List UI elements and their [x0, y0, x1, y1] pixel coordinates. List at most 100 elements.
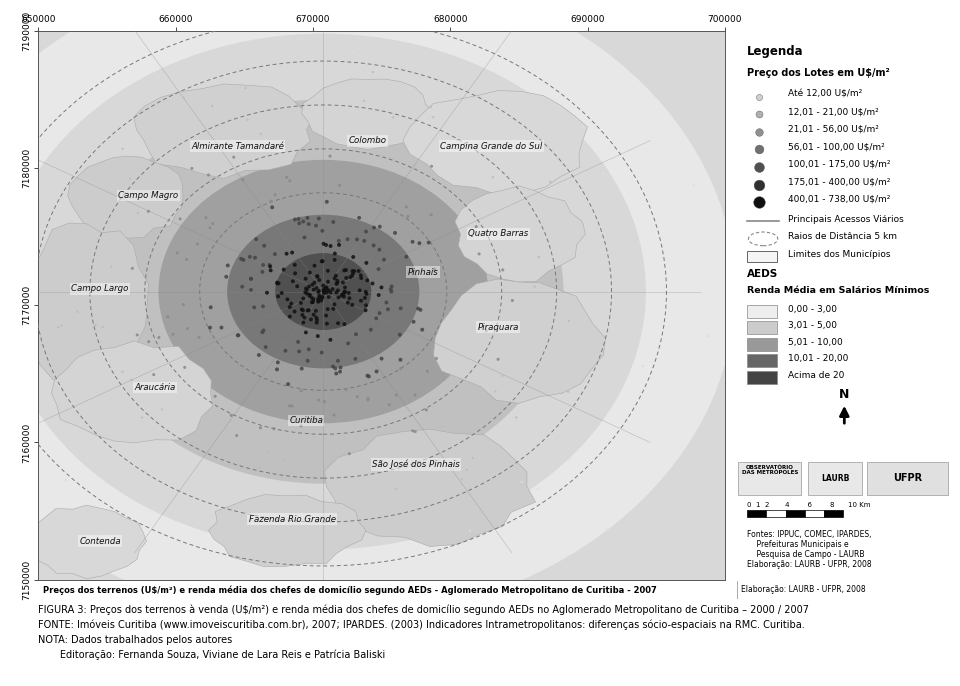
Point: [134, 412, 150, 423]
Point: [346, 268, 361, 279]
Point: [392, 329, 407, 340]
Point: [338, 384, 353, 395]
Point: [301, 219, 317, 230]
Point: [471, 248, 487, 259]
Point: [202, 66, 217, 77]
Point: [527, 281, 542, 292]
Point: [296, 317, 311, 328]
Point: [88, 320, 104, 331]
Point: [294, 363, 309, 374]
Point: [372, 136, 387, 147]
Polygon shape: [68, 156, 183, 238]
Text: Piraquara: Piraquara: [478, 322, 519, 332]
Point: [421, 237, 437, 248]
Text: 10,01 - 20,00: 10,01 - 20,00: [788, 354, 849, 363]
Point: [290, 281, 305, 292]
Point: [348, 329, 364, 340]
Text: Pesquisa de Campo - LAURB: Pesquisa de Campo - LAURB: [747, 550, 865, 559]
Point: [327, 273, 343, 284]
Point: [300, 213, 315, 224]
Point: [372, 307, 387, 318]
Point: [353, 270, 369, 281]
Polygon shape: [52, 341, 212, 443]
Text: Quatro Barras: Quatro Barras: [468, 229, 528, 239]
Point: [342, 293, 357, 304]
Point: [751, 109, 766, 120]
Point: [349, 391, 365, 402]
Point: [351, 213, 367, 224]
Point: [446, 460, 462, 471]
Bar: [824, 510, 843, 517]
Point: [299, 283, 314, 294]
Point: [356, 95, 372, 106]
Point: [301, 281, 317, 292]
Point: [505, 295, 520, 306]
Point: [252, 350, 267, 361]
Point: [255, 259, 271, 270]
Point: [287, 214, 302, 225]
Point: [311, 213, 326, 224]
Text: FIGURA 3: Preços dos terrenos à venda (U$/m²) e renda média dos chefes de domicí: FIGURA 3: Preços dos terrenos à venda (U…: [38, 604, 809, 615]
Point: [321, 276, 336, 287]
Text: N: N: [839, 388, 850, 401]
Point: [424, 161, 440, 172]
Point: [297, 232, 312, 243]
Point: [316, 238, 331, 249]
Point: [310, 296, 325, 307]
Polygon shape: [434, 279, 606, 403]
Text: Campo Largo: Campo Largo: [71, 284, 129, 294]
Text: Fazenda Rio Grande: Fazenda Rio Grande: [249, 514, 336, 524]
Point: [358, 286, 373, 297]
Point: [348, 353, 363, 364]
Point: [247, 302, 262, 313]
Point: [319, 283, 334, 294]
Point: [54, 320, 69, 331]
Text: 21,01 - 56,00 U$/m²: 21,01 - 56,00 U$/m²: [788, 125, 878, 134]
Point: [160, 311, 176, 322]
Point: [299, 327, 314, 338]
Point: [300, 305, 316, 316]
Point: [51, 322, 66, 333]
Point: [115, 366, 131, 377]
Point: [335, 277, 350, 288]
Point: [333, 362, 348, 373]
Point: [343, 272, 358, 283]
Point: [203, 322, 218, 333]
Point: [309, 314, 324, 325]
Point: [340, 234, 355, 245]
Point: [413, 305, 428, 316]
Point: [393, 363, 408, 374]
Point: [617, 342, 633, 353]
Point: [332, 180, 348, 191]
Text: 0  1  2       4        6        8      10 Km: 0 1 2 4 6 8 10 Km: [747, 502, 871, 508]
Point: [315, 256, 330, 267]
Text: Raios de Distância 5 km: Raios de Distância 5 km: [788, 233, 897, 241]
Point: [326, 299, 342, 310]
Point: [454, 474, 469, 485]
Text: Editoração: Fernanda Souza, Viviane de Lara Reis e Patrícia Baliski: Editoração: Fernanda Souza, Viviane de L…: [38, 650, 386, 660]
Point: [173, 213, 188, 224]
Point: [562, 453, 577, 464]
Point: [311, 293, 326, 304]
Point: [302, 267, 318, 278]
Point: [258, 342, 274, 353]
Point: [360, 370, 375, 381]
Point: [305, 294, 321, 305]
Point: [379, 297, 395, 308]
Point: [600, 524, 615, 535]
Point: [398, 202, 414, 213]
Point: [426, 264, 442, 275]
Point: [192, 64, 207, 75]
Point: [204, 100, 220, 111]
Text: 400,01 - 738,00 U$/m²: 400,01 - 738,00 U$/m²: [788, 195, 890, 204]
Point: [308, 305, 324, 316]
Point: [330, 277, 346, 288]
Point: [389, 484, 404, 495]
Text: Prefeituras Municipais e: Prefeituras Municipais e: [747, 540, 849, 549]
Point: [311, 394, 326, 405]
Point: [337, 265, 352, 276]
Point: [335, 289, 350, 300]
Point: [233, 253, 249, 264]
Point: [700, 331, 715, 342]
Point: [349, 234, 365, 245]
